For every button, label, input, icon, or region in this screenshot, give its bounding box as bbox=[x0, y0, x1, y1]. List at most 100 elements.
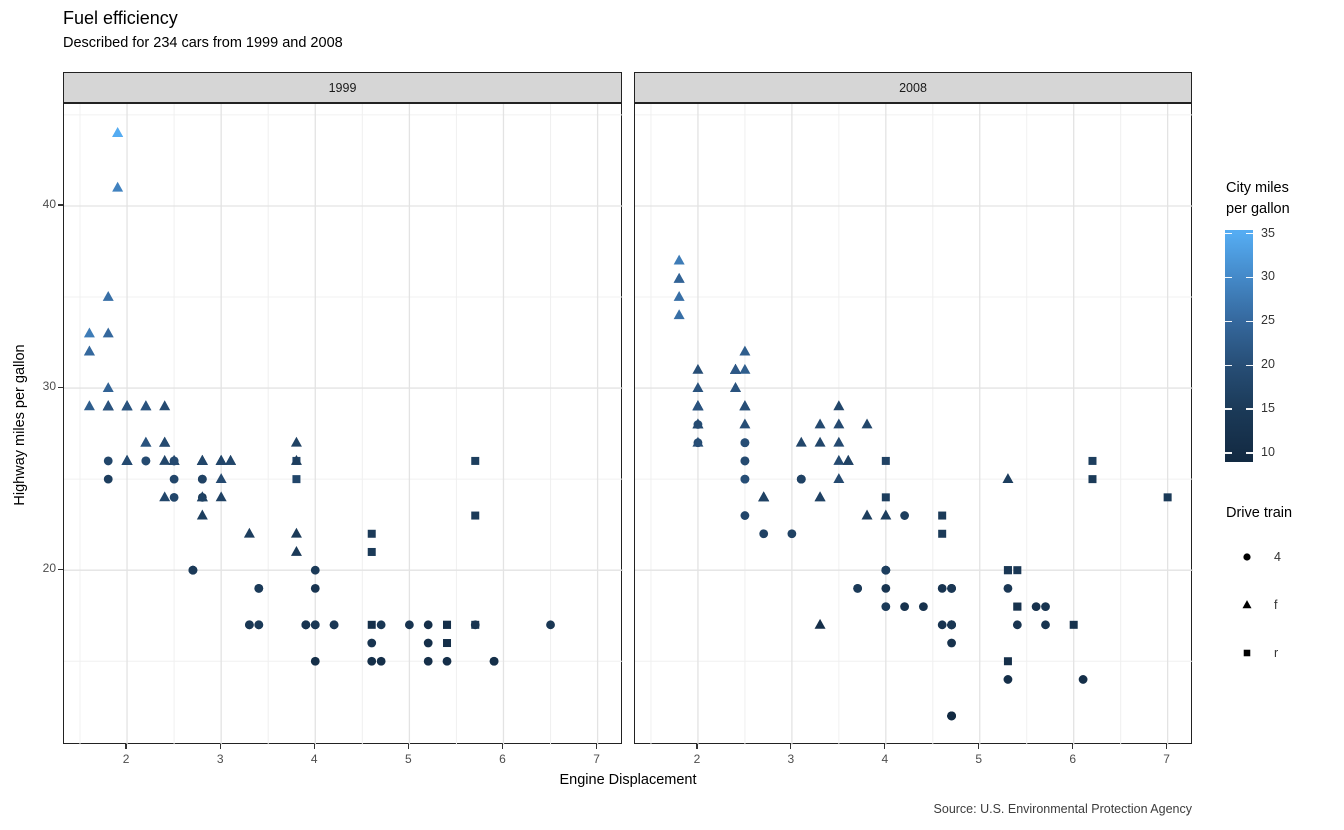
data-point bbox=[83, 327, 95, 338]
data-point bbox=[1041, 602, 1050, 612]
data-point bbox=[692, 400, 704, 411]
data-point bbox=[673, 309, 685, 320]
data-point bbox=[290, 527, 302, 538]
x-axis-tick bbox=[1166, 744, 1168, 749]
data-point bbox=[739, 345, 751, 356]
colorbar-tick bbox=[1246, 452, 1253, 454]
data-point bbox=[159, 400, 171, 411]
facet-strip-label: 2008 bbox=[899, 80, 927, 95]
data-point bbox=[918, 602, 928, 612]
data-point bbox=[254, 620, 264, 630]
data-point bbox=[196, 509, 208, 520]
data-point bbox=[1003, 583, 1013, 593]
colorbar-tick-label: 25 bbox=[1261, 313, 1275, 328]
plot-subtitle: Described for 234 cars from 1999 and 200… bbox=[63, 35, 343, 51]
data-point bbox=[310, 656, 320, 666]
legend-triangle-symbol bbox=[1242, 600, 1252, 609]
data-point bbox=[140, 436, 152, 447]
x-axis-tick-label: 6 bbox=[499, 752, 506, 766]
legend-circle-symbol bbox=[1243, 553, 1251, 561]
data-point bbox=[1078, 675, 1088, 684]
data-point bbox=[546, 620, 555, 630]
colorbar-tick bbox=[1246, 232, 1253, 235]
data-point bbox=[1069, 620, 1078, 629]
data-point bbox=[1041, 620, 1050, 630]
colorbar-tick bbox=[1225, 232, 1232, 235]
data-point bbox=[169, 474, 179, 484]
data-point bbox=[244, 620, 254, 630]
data-point bbox=[1088, 475, 1097, 484]
shape-legend-label: r bbox=[1274, 646, 1279, 660]
data-point bbox=[102, 400, 114, 411]
plot-title: Fuel efficiency bbox=[63, 8, 178, 28]
data-point bbox=[196, 454, 208, 465]
data-point bbox=[471, 511, 480, 520]
data-point bbox=[861, 418, 873, 429]
colorbar-tick bbox=[1246, 276, 1253, 279]
data-point bbox=[376, 620, 386, 630]
x-axis-tick bbox=[978, 744, 980, 749]
data-point bbox=[814, 436, 826, 447]
x-axis-tick bbox=[790, 744, 792, 749]
shape-legend-label: f bbox=[1274, 598, 1278, 612]
data-point bbox=[310, 583, 320, 593]
data-point bbox=[739, 400, 751, 411]
data-point bbox=[938, 529, 947, 538]
data-point bbox=[833, 400, 845, 411]
data-point bbox=[795, 436, 807, 447]
data-point bbox=[367, 547, 376, 556]
data-point bbox=[215, 454, 227, 465]
shape-legend-entry-r: r bbox=[1234, 641, 1344, 665]
x-axis-tick-label: 2 bbox=[693, 752, 701, 766]
data-point bbox=[673, 254, 685, 265]
data-point bbox=[290, 436, 302, 447]
data-point bbox=[489, 656, 499, 666]
colorbar-tick-label: 10 bbox=[1261, 445, 1275, 460]
data-point bbox=[301, 620, 311, 630]
x-axis-tick-label: 5 bbox=[975, 752, 983, 766]
data-point bbox=[196, 491, 208, 502]
data-point bbox=[103, 474, 113, 484]
data-point bbox=[376, 656, 386, 666]
data-point bbox=[83, 345, 95, 356]
data-point bbox=[937, 583, 947, 593]
data-point bbox=[367, 638, 377, 648]
data-point bbox=[367, 529, 376, 538]
panel-plot-area-2008 bbox=[635, 104, 1193, 745]
data-point bbox=[730, 382, 742, 392]
data-point bbox=[1088, 456, 1097, 465]
y-axis-tick bbox=[58, 568, 63, 570]
data-point bbox=[833, 454, 845, 465]
data-point bbox=[881, 456, 890, 465]
data-point bbox=[1163, 493, 1172, 502]
data-point bbox=[740, 438, 750, 448]
data-point bbox=[169, 492, 179, 502]
data-point bbox=[881, 602, 891, 612]
data-point bbox=[758, 491, 770, 502]
data-point bbox=[739, 418, 751, 429]
colorbar-tick-label: 15 bbox=[1261, 401, 1275, 416]
y-axis-tick bbox=[58, 386, 63, 388]
data-point bbox=[225, 454, 237, 465]
data-point bbox=[292, 475, 301, 484]
colorbar-tick bbox=[1246, 320, 1253, 323]
source-caption: Source: U.S. Environmental Protection Ag… bbox=[933, 802, 1192, 816]
x-axis-tick-label: 4 bbox=[310, 752, 318, 766]
colorbar-tick bbox=[1225, 276, 1232, 279]
data-point bbox=[159, 436, 171, 447]
color-legend-title-line2: per gallon bbox=[1226, 201, 1290, 217]
data-point bbox=[159, 491, 171, 502]
y-axis-tick-label: 40 bbox=[42, 196, 56, 211]
data-point bbox=[1003, 675, 1013, 684]
data-point bbox=[159, 454, 171, 465]
facet-strip-label: 1999 bbox=[328, 80, 357, 95]
x-axis-tick bbox=[1072, 744, 1074, 749]
shape-legend-title: Drive train bbox=[1226, 505, 1293, 521]
color-legend-title-line1: City miles bbox=[1226, 180, 1289, 196]
data-point bbox=[121, 454, 133, 465]
data-point bbox=[442, 656, 452, 666]
data-point bbox=[140, 400, 152, 411]
triangle-icon bbox=[1234, 596, 1260, 614]
data-point bbox=[310, 565, 320, 575]
x-axis-tick-label: 5 bbox=[405, 752, 412, 766]
